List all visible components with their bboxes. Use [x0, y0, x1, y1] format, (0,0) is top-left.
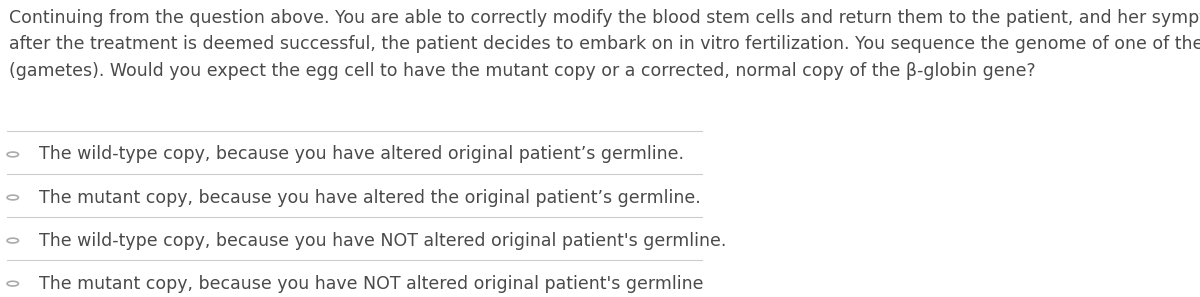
Text: The mutant copy, because you have altered the original patient’s germline.: The mutant copy, because you have altere…	[40, 189, 701, 206]
Text: Continuing from the question above. You are able to correctly modify the blood s: Continuing from the question above. You …	[8, 9, 1200, 80]
Text: The wild-type copy, because you have NOT altered original patient's germline.: The wild-type copy, because you have NOT…	[40, 232, 726, 249]
Text: The wild-type copy, because you have altered original patient’s germline.: The wild-type copy, because you have alt…	[40, 146, 684, 163]
Text: The mutant copy, because you have NOT altered original patient's germline: The mutant copy, because you have NOT al…	[40, 275, 703, 293]
